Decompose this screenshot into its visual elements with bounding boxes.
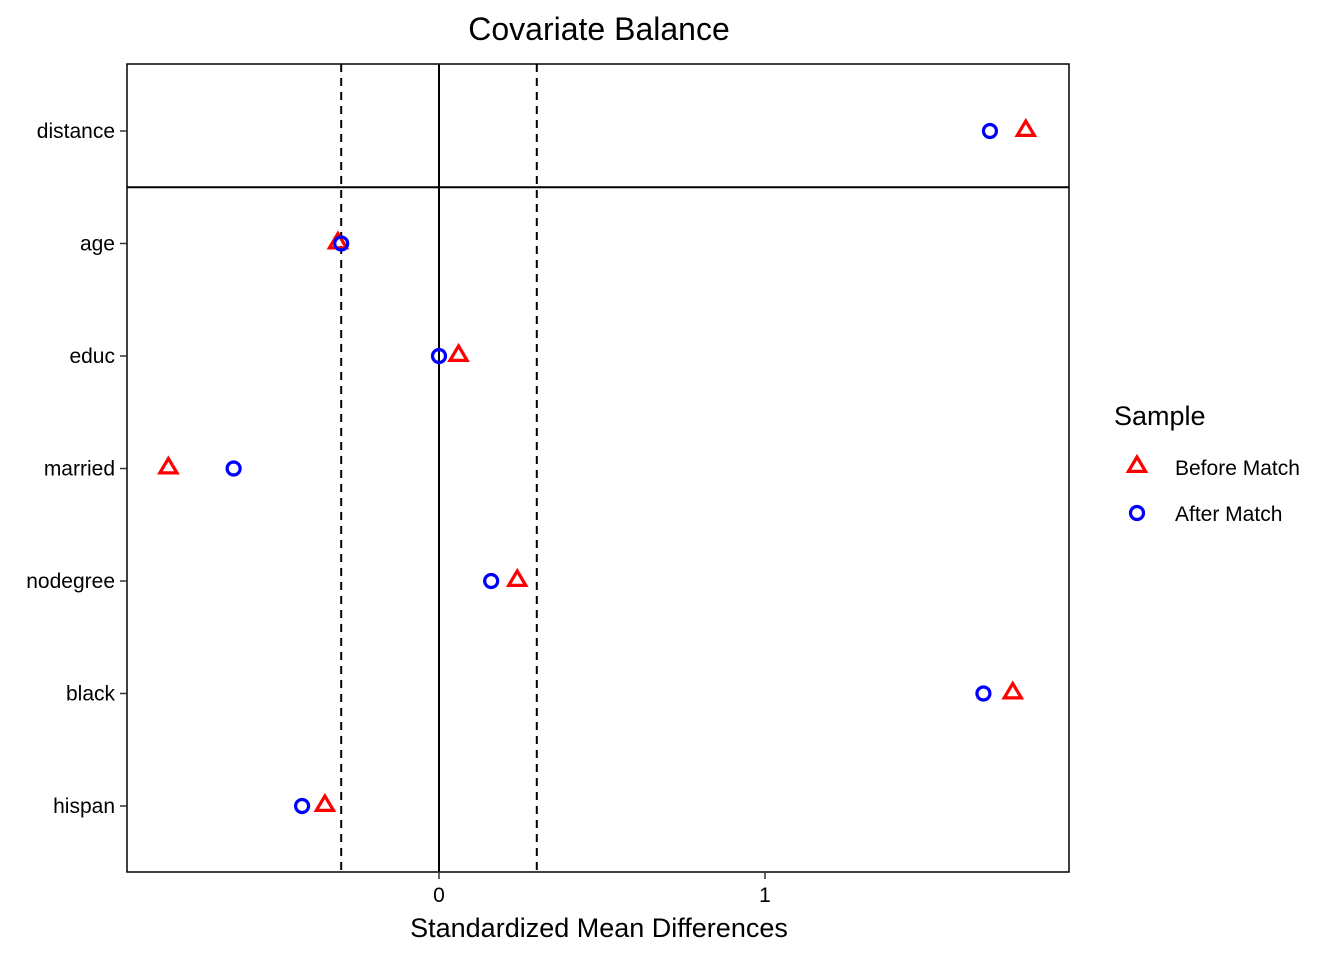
y-tick-label: age bbox=[80, 233, 115, 256]
y-tick-label: distance bbox=[37, 120, 115, 143]
legend: Sample Before Match After Match bbox=[1114, 401, 1300, 526]
after-match-point-educ bbox=[430, 347, 448, 365]
legend-label: Before Match bbox=[1175, 457, 1300, 480]
before-match-point-nodegree bbox=[505, 567, 529, 588]
before-match-point-hispan bbox=[313, 792, 337, 813]
y-axis: distance age educ married nodegree black hispa… bbox=[26, 120, 127, 818]
before-match-point-educ bbox=[447, 342, 470, 362]
after-match-point-hispan bbox=[293, 797, 311, 815]
x-tick-label: 0 bbox=[433, 884, 445, 907]
after-match-point-distance bbox=[981, 122, 999, 140]
x-axis-title: Standardized Mean Differences bbox=[410, 913, 788, 943]
after-match-point-married bbox=[225, 460, 242, 477]
legend-label: After Match bbox=[1175, 503, 1282, 526]
y-tick-label: married bbox=[44, 458, 115, 481]
before-match-point-age bbox=[326, 230, 350, 250]
y-tick-label: hispan bbox=[53, 795, 115, 818]
after-match-point-nodegree bbox=[483, 572, 500, 590]
after-match-point-age bbox=[333, 235, 350, 252]
plot-panel bbox=[126, 63, 1070, 873]
data-points bbox=[157, 117, 1038, 815]
y-tick-label: black bbox=[66, 683, 116, 706]
legend-title: Sample bbox=[1114, 401, 1206, 431]
y-tick-label: nodegree bbox=[26, 570, 115, 593]
y-tick-label: educ bbox=[69, 345, 115, 368]
legend-key-triangle bbox=[1125, 453, 1149, 473]
reference-lines bbox=[127, 64, 1069, 872]
x-tick-label: 1 bbox=[759, 884, 771, 907]
before-match-point-distance bbox=[1014, 117, 1038, 137]
before-match-point-black bbox=[1001, 680, 1025, 700]
chart-title: Covariate Balance bbox=[468, 11, 729, 47]
after-match-point-black bbox=[975, 685, 992, 702]
before-match-point-married bbox=[157, 455, 180, 475]
legend-key-circle bbox=[1128, 504, 1146, 522]
